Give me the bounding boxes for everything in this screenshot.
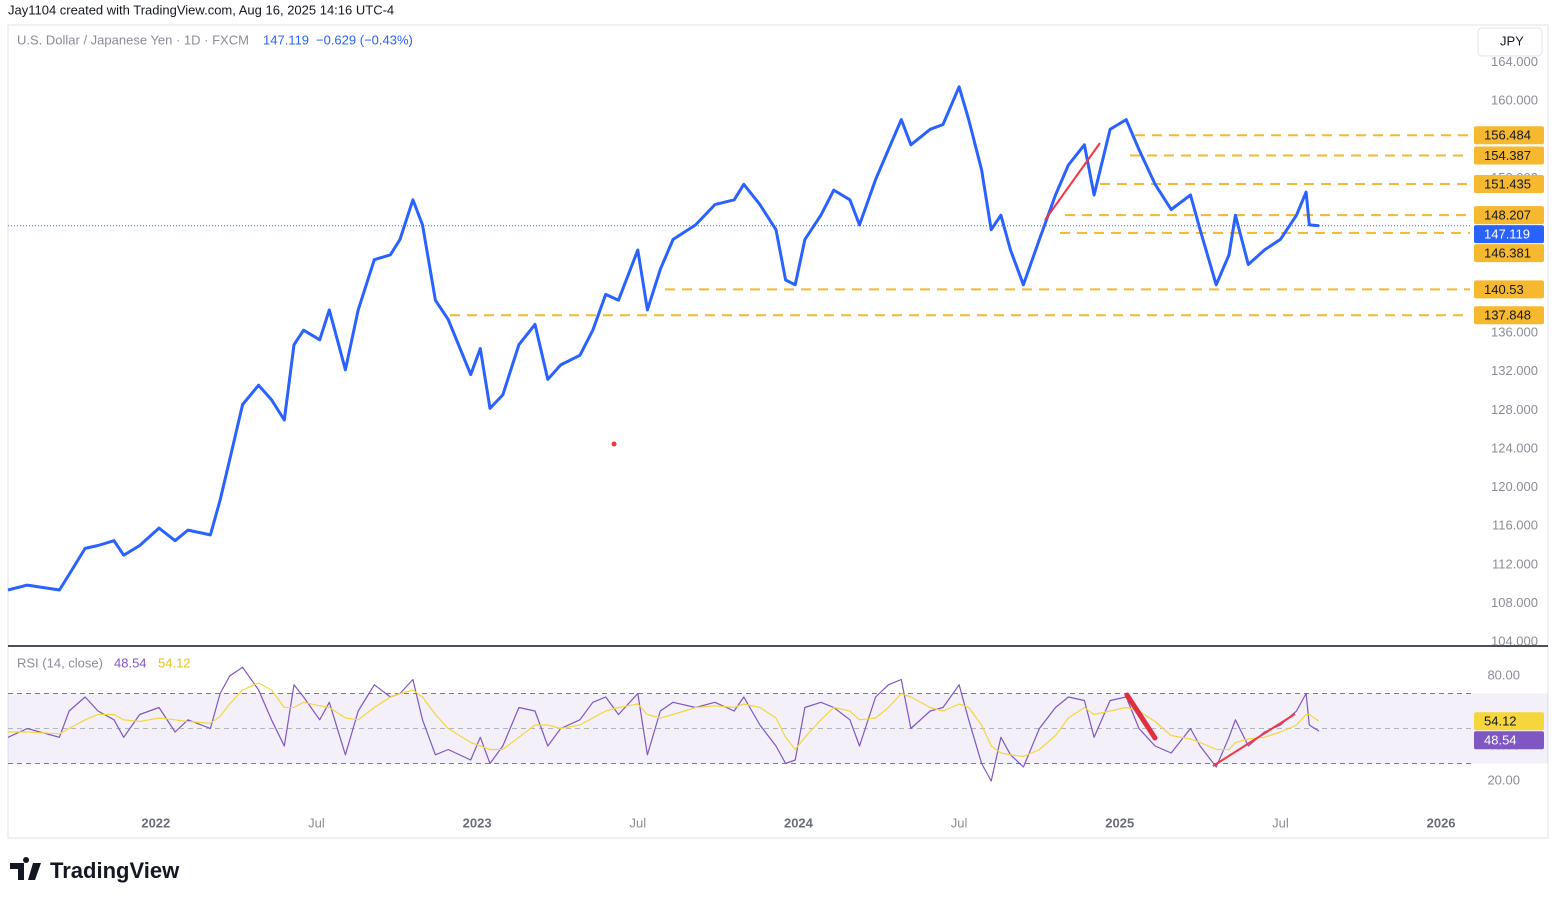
y-tick-label: 112.000 xyxy=(1492,556,1538,571)
price-badge-label: 146.381 xyxy=(1484,246,1531,261)
y-tick-label: 108.000 xyxy=(1491,595,1538,610)
price-badge-label: 137.848 xyxy=(1484,308,1531,323)
y-tick-label: 120.000 xyxy=(1491,479,1538,494)
trend-annotation xyxy=(1044,142,1101,221)
currency-label[interactable]: JPY xyxy=(1500,33,1524,48)
price-badge xyxy=(1474,712,1544,731)
x-tick-label: 2022 xyxy=(141,815,170,830)
last-price: 147.119 xyxy=(263,32,309,47)
x-tick-label: 2024 xyxy=(784,815,814,830)
x-tick-label: Jul xyxy=(1272,815,1289,830)
price-badge-label: 48.54 xyxy=(1484,733,1517,748)
price-badge xyxy=(1474,175,1544,194)
price-badge-label: 140.53 xyxy=(1484,282,1524,297)
rsi-trend-annotation xyxy=(1212,713,1296,767)
rsi-ma-line xyxy=(8,682,1320,758)
price-badge xyxy=(1474,126,1544,145)
chart-frame xyxy=(7,24,1549,839)
price-badge-label: 154.387 xyxy=(1484,148,1531,163)
price-badge xyxy=(1474,206,1544,225)
price-change: −0.629 (−0.43%) xyxy=(316,32,413,47)
brand-logo: TradingView xyxy=(10,857,180,883)
price-badge xyxy=(1474,244,1544,263)
currency-button[interactable] xyxy=(1477,27,1543,57)
rsi-value: 48.54 xyxy=(114,655,147,670)
x-tick-label: Jul xyxy=(951,815,968,830)
y-tick-label: 132.000 xyxy=(1491,363,1538,378)
y-tick-label: 136.000 xyxy=(1491,325,1538,340)
chart-title: U.S. Dollar / Japanese Yen · 1D · FXCM xyxy=(17,32,249,47)
price-line xyxy=(7,85,1320,592)
y-tick-label: 128.000 xyxy=(1491,402,1538,417)
price-badge xyxy=(1474,225,1544,244)
price-badge-label: 54.12 xyxy=(1484,714,1517,729)
x-tick-label: 2025 xyxy=(1105,815,1134,830)
y-tick-label: 160.000 xyxy=(1491,93,1538,108)
rsi-ma-value: 54.12 xyxy=(158,655,191,670)
x-tick-label: 2023 xyxy=(463,815,492,830)
price-badge-label: 151.435 xyxy=(1484,176,1531,191)
plot-layer: 2022 Jul 2023 Jul 2024 Jul 2025 Jul 2026 104.000 1… xyxy=(7,54,1548,830)
annotation-dot xyxy=(611,441,617,447)
rsi-line xyxy=(7,666,1320,782)
x-tick-label: Jul xyxy=(308,815,325,830)
x-tick-label: Jul xyxy=(629,815,646,830)
price-badge xyxy=(1474,280,1544,299)
price-badge xyxy=(1474,306,1544,325)
attribution: Jay1104 created with TradingView.com, Au… xyxy=(8,2,394,17)
rsi-tick-label: 80.00 xyxy=(1487,667,1520,682)
price-badge xyxy=(1474,731,1544,750)
rsi-title: RSI (14, close) xyxy=(17,655,103,670)
price-badge xyxy=(1474,146,1544,165)
logo-mark xyxy=(10,857,41,880)
price-badge-label: 156.484 xyxy=(1484,128,1531,143)
price-badge-label: 148.207 xyxy=(1484,208,1531,223)
rsi-tick-label: 20.00 xyxy=(1487,772,1520,787)
brand-name: TradingView xyxy=(50,858,180,883)
y-tick-label: 104.000 xyxy=(1491,634,1538,649)
rsi-annotation xyxy=(1124,692,1158,741)
y-tick-label: 124.000 xyxy=(1491,440,1538,455)
y-tick-label: 164.000 xyxy=(1491,54,1538,69)
x-tick-label: 2026 xyxy=(1427,815,1456,830)
y-tick-label: 116.000 xyxy=(1492,518,1538,533)
price-badge-label: 147.119 xyxy=(1484,227,1530,242)
